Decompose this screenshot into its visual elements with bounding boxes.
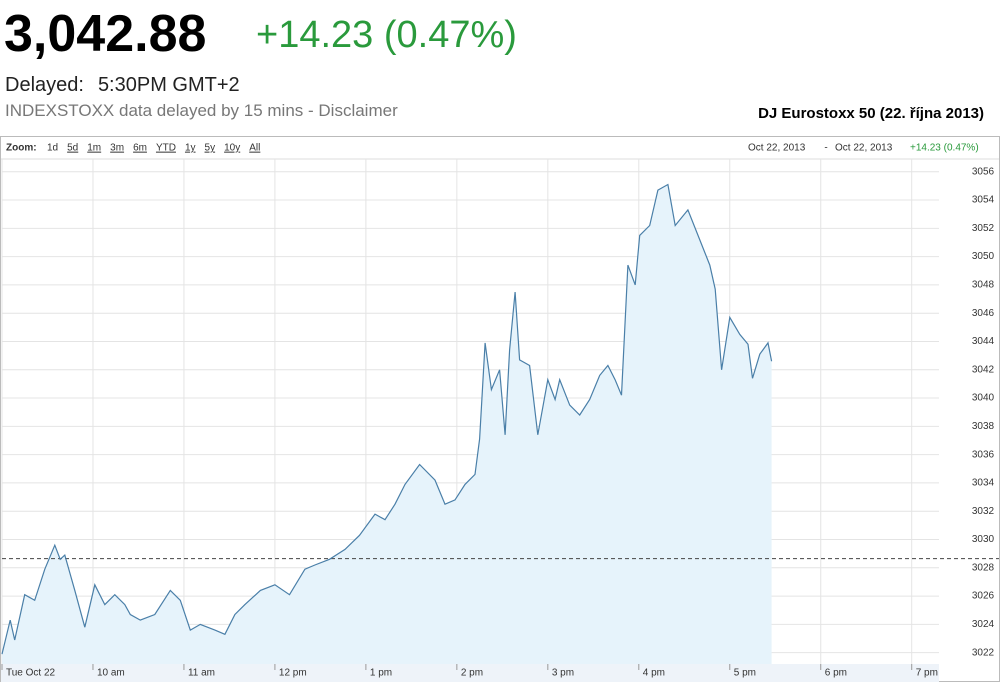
chart: Zoom: Oct 22, 2013 - Oct 22, 2013 +14.23… <box>0 136 1000 682</box>
zoom-label: Zoom: <box>6 143 37 154</box>
area-fill <box>2 184 772 664</box>
y-tick-label: 3042 <box>972 364 995 375</box>
range-from[interactable]: Oct 22, 2013 <box>748 143 806 154</box>
y-tick-label: 3036 <box>972 449 995 460</box>
x-tick-label: 3 pm <box>552 668 574 679</box>
y-tick-label: 3022 <box>972 647 995 658</box>
y-tick-label: 3056 <box>972 166 995 177</box>
x-tick-label: 6 pm <box>825 668 847 679</box>
zoom-link[interactable]: 6m <box>133 143 147 154</box>
y-tick-label: 3054 <box>972 195 995 206</box>
zoom-link[interactable]: 1m <box>87 143 101 154</box>
x-axis-band <box>1 664 939 682</box>
y-tick-label: 3048 <box>972 280 995 291</box>
delayed: Delayed: 5:30PM GMT+2 <box>5 74 240 97</box>
delayed-label: Delayed: <box>5 74 84 96</box>
delayed-time: 5:30PM GMT+2 <box>97 74 240 96</box>
x-tick-label: 10 am <box>97 668 125 679</box>
y-tick-label: 3052 <box>972 223 995 234</box>
x-tick-label: 7 pm <box>916 668 938 679</box>
zoom-link[interactable]: 3m <box>110 143 124 154</box>
zoom-link[interactable]: 5d <box>67 143 78 154</box>
y-tick-label: 3050 <box>972 251 995 262</box>
zoom-link[interactable]: YTD <box>156 143 176 154</box>
x-tick-label: 5 pm <box>734 668 756 679</box>
y-tick-label: 3030 <box>972 534 995 545</box>
x-tick-label: Tue Oct 22 <box>6 668 56 679</box>
y-tick-label: 3034 <box>972 478 995 489</box>
change: +14.23 (0.47%) <box>256 14 517 56</box>
y-tick-label: 3046 <box>972 308 995 319</box>
chart-title: DJ Eurostoxx 50 (22. října 2013) <box>758 105 984 122</box>
x-tick-label: 4 pm <box>643 668 665 679</box>
zoom-bar <box>1 137 999 159</box>
y-tick-label: 3024 <box>972 619 995 630</box>
y-tick-label: 3032 <box>972 506 995 517</box>
y-tick-label: 3028 <box>972 562 995 573</box>
price-line <box>1 183 773 655</box>
disclaimer[interactable]: INDEXSTOXX data delayed by 15 mins - Dis… <box>5 101 398 120</box>
price: 3,042.88 <box>4 5 207 63</box>
x-tick-label: 12 pm <box>279 668 307 679</box>
zoom-link[interactable]: 10y <box>224 143 240 154</box>
zoom-link[interactable]: 1y <box>185 143 196 154</box>
zoom-link[interactable]: 1d <box>47 143 58 154</box>
y-tick-label: 3038 <box>972 421 995 432</box>
y-tick-label: 3040 <box>972 393 995 404</box>
x-tick-label: 11 am <box>188 668 215 679</box>
range-separator: - <box>824 143 827 154</box>
x-tick-label: 1 pm <box>370 668 392 679</box>
zoom-link[interactable]: 5y <box>205 143 216 154</box>
y-tick-label: 3044 <box>972 336 995 347</box>
range-to[interactable]: Oct 22, 2013 <box>835 143 893 154</box>
zoom-link[interactable]: All <box>249 143 260 154</box>
range-change: +14.23 (0.47%) <box>910 143 979 154</box>
x-tick-label: 2 pm <box>461 668 483 679</box>
y-tick-label: 3026 <box>972 591 995 602</box>
